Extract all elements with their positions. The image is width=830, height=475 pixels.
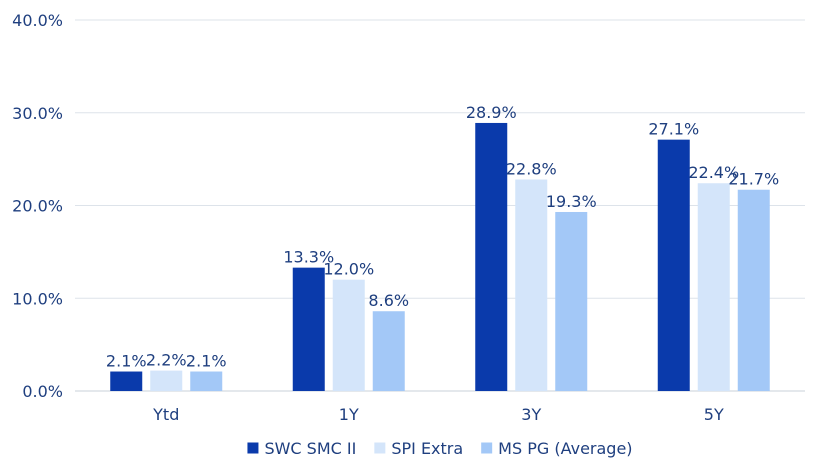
y-tick-label: 10.0% <box>12 289 63 308</box>
legend-label: SPI Extra <box>391 439 463 458</box>
bar-1y-series-3 <box>372 311 405 391</box>
data-label: 8.6% <box>368 291 409 310</box>
bar-3y-series-3 <box>555 211 588 391</box>
legend-item: SPI Extra <box>374 439 463 458</box>
bar-5y-series-1 <box>657 139 690 391</box>
y-tick-label: 0.0% <box>22 382 63 401</box>
legend-swatch <box>247 442 259 454</box>
legend-item: MS PG (Average) <box>481 439 633 458</box>
bar-3y-series-1 <box>475 122 508 391</box>
data-label: 12.0% <box>323 260 374 279</box>
legend-swatch <box>374 442 386 454</box>
y-axis-ticks: 0.0% 10.0% 20.0% 30.0% 40.0% <box>12 11 63 401</box>
legend-swatch <box>481 442 493 454</box>
x-category-label: Ytd <box>152 405 179 424</box>
legend-label: SWC SMC II <box>264 439 356 458</box>
gridlines <box>75 19 805 392</box>
x-category-label: 1Y <box>339 405 359 424</box>
data-label: 27.1% <box>648 120 699 139</box>
data-label: 2.2% <box>146 351 187 370</box>
legend-item: SWC SMC II <box>247 439 356 458</box>
bar-3y-series-2 <box>515 179 548 391</box>
bar-5y-series-3 <box>737 189 770 391</box>
data-label: 2.1% <box>106 352 147 371</box>
y-tick-label: 20.0% <box>12 197 63 216</box>
x-axis-categories: Ytd 1Y 3Y 5Y <box>152 405 724 424</box>
bar-1y-series-2 <box>332 279 365 391</box>
data-label: 28.9% <box>466 103 517 122</box>
legend-label: MS PG (Average) <box>498 439 632 458</box>
legend: SWC SMC II SPI Extra MS PG (Average) <box>247 439 633 458</box>
data-label: 19.3% <box>546 192 597 211</box>
bar-1y-series-1 <box>292 267 325 391</box>
bar-ytd-series-3 <box>190 371 223 391</box>
data-label: 2.1% <box>186 352 227 371</box>
data-labels: 2.1% 2.2% 2.1% 13.3%12.0% 8.6% 28.9% 22.8% 19.3… <box>106 103 779 371</box>
data-label: 13.3% <box>283 248 334 267</box>
x-category-label: 3Y <box>521 405 541 424</box>
bars <box>110 122 770 391</box>
bar-ytd-series-2 <box>150 370 183 391</box>
y-tick-label: 30.0% <box>12 104 63 123</box>
data-label: 22.4% <box>688 163 739 182</box>
bar-ytd-series-1 <box>110 371 143 391</box>
y-tick-label: 40.0% <box>12 11 63 30</box>
data-label: 21.7% <box>728 170 779 189</box>
bar-5y-series-2 <box>697 183 730 391</box>
data-label: 22.8% <box>506 160 557 179</box>
x-category-label: 5Y <box>704 405 724 424</box>
